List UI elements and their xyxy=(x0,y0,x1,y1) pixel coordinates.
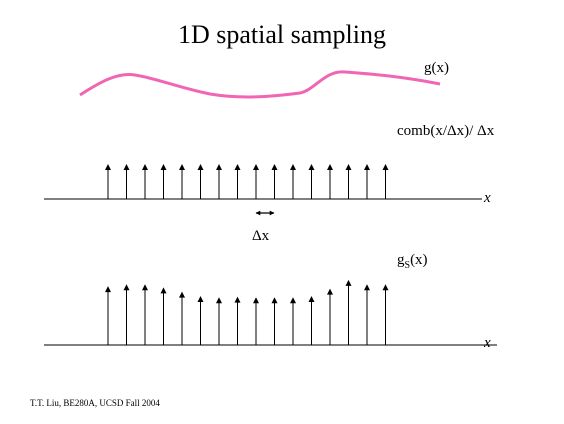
g-curve xyxy=(79,70,441,99)
comb-impulse xyxy=(216,164,222,199)
gs-label-arg: (x) xyxy=(410,252,428,268)
sample-impulse xyxy=(271,297,278,345)
sample-impulse xyxy=(216,297,222,345)
footer-credit: T.T. Liu, BE280A, UCSD Fall 2004 xyxy=(30,398,160,408)
comb-impulse xyxy=(197,164,204,199)
comb-impulse xyxy=(179,164,185,199)
sample-impulse xyxy=(234,296,241,345)
sample-impulse xyxy=(308,296,315,345)
comb-impulse xyxy=(364,164,370,199)
comb-impulse xyxy=(271,164,278,199)
comb-impulse xyxy=(290,164,296,199)
comb-impulse xyxy=(345,164,352,199)
comb-impulse xyxy=(382,164,389,199)
sample-impulse xyxy=(290,297,296,345)
sample-impulse xyxy=(345,279,352,345)
comb-label: comb(x/Δx)/ Δx xyxy=(397,123,495,139)
comb-impulse xyxy=(142,164,148,199)
gs-label: gS(x) xyxy=(397,252,428,271)
g-label: g(x) xyxy=(424,60,449,76)
x-axis-label-sampled: x xyxy=(484,335,491,351)
comb-impulse xyxy=(234,164,241,199)
sample-impulse xyxy=(382,284,389,345)
comb-impulse xyxy=(253,164,259,199)
sample-impulse xyxy=(105,286,111,345)
comb-impulse xyxy=(308,164,315,199)
gs-label-main: g xyxy=(397,252,405,268)
sample-impulse xyxy=(123,284,130,345)
x-axis-label-comb: x xyxy=(484,190,491,206)
sample-impulse xyxy=(364,284,370,345)
comb-impulse xyxy=(105,164,111,199)
delta-x-label: Δx xyxy=(252,228,270,244)
sample-impulse xyxy=(179,291,185,345)
sample-impulse xyxy=(327,288,333,345)
sample-impulse xyxy=(142,284,148,345)
comb-impulse xyxy=(160,164,167,199)
sample-impulse xyxy=(160,287,167,345)
sample-impulse xyxy=(253,297,259,345)
comb-impulses xyxy=(105,164,389,199)
sample-impulse xyxy=(197,296,204,345)
gs-label-sub: S xyxy=(404,260,411,271)
sampled-impulses xyxy=(105,279,389,345)
comb-impulse xyxy=(123,164,130,199)
comb-impulse xyxy=(327,164,333,199)
slide-title: 1D spatial sampling xyxy=(178,20,386,49)
